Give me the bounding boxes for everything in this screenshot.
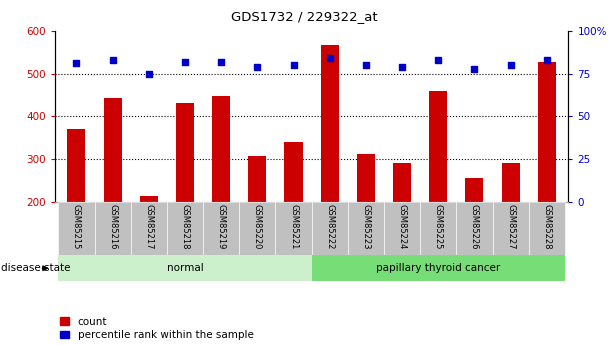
Bar xyxy=(311,202,348,255)
Bar xyxy=(140,196,158,202)
Bar xyxy=(58,202,94,255)
Text: GSM85221: GSM85221 xyxy=(289,205,298,250)
Text: papillary thyroid cancer: papillary thyroid cancer xyxy=(376,263,500,273)
Text: GSM85216: GSM85216 xyxy=(108,205,117,250)
Point xyxy=(325,56,334,61)
Bar xyxy=(94,202,131,255)
Point xyxy=(469,66,479,71)
Bar xyxy=(502,164,520,202)
Bar xyxy=(203,202,239,255)
Text: GSM85219: GSM85219 xyxy=(216,205,226,250)
Bar xyxy=(131,202,167,255)
Text: GSM85218: GSM85218 xyxy=(181,205,190,250)
Bar xyxy=(176,103,194,202)
Bar xyxy=(67,129,86,202)
Text: GDS1732 / 229322_at: GDS1732 / 229322_at xyxy=(230,10,378,23)
Bar xyxy=(465,178,483,202)
Bar xyxy=(320,45,339,202)
Bar xyxy=(103,98,122,202)
Text: GSM85223: GSM85223 xyxy=(361,205,370,250)
Point xyxy=(72,61,81,66)
Text: normal: normal xyxy=(167,263,203,273)
Text: GSM85225: GSM85225 xyxy=(434,205,443,250)
Text: GSM85228: GSM85228 xyxy=(542,205,551,250)
Bar xyxy=(248,156,266,202)
Text: GSM85215: GSM85215 xyxy=(72,205,81,250)
Bar xyxy=(285,142,303,202)
Text: GSM85224: GSM85224 xyxy=(398,205,407,250)
Text: GSM85217: GSM85217 xyxy=(144,205,153,250)
Point xyxy=(397,64,407,70)
Text: GSM85226: GSM85226 xyxy=(470,205,479,250)
Point xyxy=(361,62,371,68)
Point xyxy=(434,57,443,63)
Bar xyxy=(457,202,492,255)
Text: GSM85222: GSM85222 xyxy=(325,205,334,250)
Bar xyxy=(492,202,529,255)
Bar xyxy=(537,62,556,202)
Bar xyxy=(311,255,565,281)
Bar xyxy=(348,202,384,255)
Point xyxy=(108,57,117,63)
Point xyxy=(144,71,154,77)
Bar xyxy=(529,202,565,255)
Bar xyxy=(384,202,420,255)
Text: GSM85220: GSM85220 xyxy=(253,205,262,250)
Point xyxy=(216,59,226,65)
Bar xyxy=(357,154,375,202)
Bar xyxy=(420,202,457,255)
Bar xyxy=(212,96,230,202)
Point xyxy=(289,62,299,68)
Legend: count, percentile rank within the sample: count, percentile rank within the sample xyxy=(60,317,254,340)
Bar xyxy=(58,255,311,281)
Bar xyxy=(167,202,203,255)
Point xyxy=(180,59,190,65)
Bar xyxy=(429,91,447,202)
Bar xyxy=(239,202,275,255)
Point xyxy=(542,57,551,63)
Text: disease state: disease state xyxy=(1,263,70,273)
Bar xyxy=(275,202,311,255)
Point xyxy=(252,64,262,70)
Bar xyxy=(393,164,411,202)
Point xyxy=(506,62,516,68)
Text: GSM85227: GSM85227 xyxy=(506,205,515,250)
